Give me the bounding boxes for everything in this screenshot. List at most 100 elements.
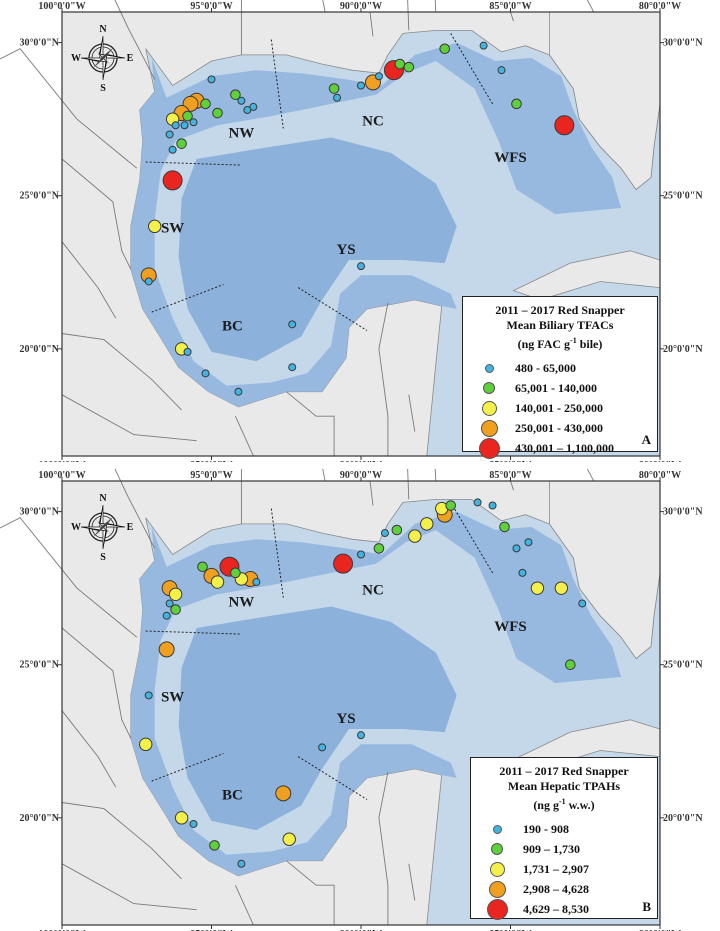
legend-title-line-2: Mean Hepatic TPAHs (507, 779, 621, 793)
station-marker (170, 604, 181, 615)
x-tick-label-top: 100°0'0"W (38, 470, 85, 481)
political-border (234, 885, 254, 926)
station-marker (403, 61, 415, 73)
legend-bin-label: 1,731 – 2,907 (523, 861, 589, 876)
station-marker (565, 659, 576, 671)
legend-row: 1,731 – 2,907 (471, 859, 657, 879)
legend-unit: (ng FAC g-1 bile) (463, 333, 657, 352)
compass-minor-point (103, 525, 113, 537)
station-marker (445, 500, 457, 511)
station-marker (333, 553, 354, 574)
station-marker (162, 611, 171, 620)
legend-rows: 480 - 65,000 65,001 - 140,000 140,001 - … (463, 358, 657, 459)
station-marker (288, 363, 297, 372)
political-border (61, 158, 132, 270)
compass-minor-point (93, 48, 105, 58)
station-marker (252, 578, 261, 587)
legend-row: 190 - 908 (471, 819, 657, 839)
station-marker (165, 599, 174, 608)
station-marker (282, 832, 296, 846)
station-marker (420, 517, 434, 531)
station-marker (189, 819, 198, 828)
panel-letter: A (641, 432, 651, 447)
political-border (61, 333, 182, 411)
station-marker (249, 102, 258, 111)
x-tick-label-bottom: 100°0'0"W (38, 929, 85, 931)
compass-minor-point (103, 48, 113, 58)
x-tick-label-bottom: 100°0'0"W (38, 460, 85, 462)
legend-row: 65,001 - 140,000 (463, 378, 657, 398)
station-marker (168, 145, 177, 154)
y-tick-label-right: 20°0'0"N (663, 344, 703, 355)
legend-symbol (463, 437, 515, 459)
florida-land (549, 480, 661, 660)
legend-unit-sup: -1 (570, 336, 577, 345)
florida-land (549, 11, 661, 191)
x-tick-label-top: 95°0'0"W (190, 470, 232, 481)
legend-a: 2011 – 2017 Red Snapper Mean Biliary TFA… (462, 296, 658, 459)
political-border (114, 0, 156, 80)
y-tick-label-right: 20°0'0"N (663, 813, 703, 824)
legend-symbol (463, 363, 515, 373)
station-marker (357, 262, 365, 271)
station-marker (357, 81, 365, 90)
x-tick-label-bottom: 80°0'0"W (639, 929, 681, 931)
region-label-bc: BC (222, 318, 243, 334)
station-marker (182, 110, 193, 122)
compass-n-label: N (99, 24, 107, 35)
x-tick-label-bottom: 85°0'0"W (489, 460, 531, 462)
compass-minor-point (93, 56, 105, 68)
region-label-nw: NW (228, 126, 254, 142)
legend-title-line-2: Mean Biliary TFACs (506, 318, 614, 332)
legend-b: 2011 – 2017 Red Snapper Mean Hepatic TPA… (470, 757, 658, 920)
continental-slope (130, 511, 622, 876)
legend-unit: (ng g-1 w.w.) (471, 794, 657, 813)
legend-row: 4,629 – 8,530 (471, 898, 657, 920)
legend-row: 909 – 1,730 (471, 839, 657, 859)
compass-w-label: W (71, 53, 81, 64)
station-marker (357, 550, 365, 559)
station-marker (197, 561, 208, 573)
legend-bin-label: 4,629 – 8,530 (523, 901, 589, 916)
station-marker (200, 98, 211, 110)
compass-minor-point (93, 525, 105, 537)
compass-e-label: E (127, 53, 134, 64)
legend-dot-bin3 (489, 861, 505, 877)
x-tick-label-bottom: 95°0'0"W (190, 460, 232, 462)
legend-dot-bin5 (486, 898, 508, 920)
y-tick-label-left: 25°0'0"N (19, 660, 59, 671)
station-marker (524, 538, 533, 547)
station-marker (391, 524, 403, 536)
station-marker (357, 731, 365, 740)
legend-unit-pre: (ng FAC g (517, 337, 571, 351)
legend-row: 250,001 - 430,000 (463, 418, 657, 438)
station-marker (209, 840, 220, 851)
legend-bin-label: 2,908 – 4,628 (523, 881, 589, 896)
station-marker (230, 567, 241, 579)
political-border (61, 802, 182, 880)
political-border (407, 0, 410, 31)
legend-dot-bin3 (481, 400, 497, 416)
legend-bin-label: 480 - 65,000 (515, 360, 576, 375)
legend-bin-label: 250,001 - 430,000 (515, 420, 603, 435)
political-border (61, 627, 132, 739)
station-marker (144, 277, 153, 286)
map-svg: 100°0'0"W 100°0'0"W 95°0'0"W 95°0'0"W 90°0'0… (0, 469, 703, 931)
station-marker (230, 89, 241, 100)
legend-bin-label: 909 – 1,730 (523, 841, 580, 856)
compass-s-label: S (100, 83, 106, 94)
legend-unit-post: bile) (576, 337, 603, 351)
region-label-wfs: WFS (494, 619, 527, 635)
y-tick-label-right: 25°0'0"N (663, 660, 703, 671)
station-marker (162, 170, 183, 191)
x-tick-label-top: 90°0'0"W (340, 1, 382, 12)
station-marker (210, 575, 225, 589)
station-marker (530, 581, 545, 595)
station-marker (212, 107, 223, 119)
compass-s-label: S (100, 552, 106, 563)
station-marker (183, 347, 192, 356)
legend-row: 480 - 65,000 (463, 358, 657, 378)
station-marker (374, 72, 383, 81)
region-label-nc: NC (362, 582, 384, 598)
x-tick-label-top: 95°0'0"W (190, 1, 232, 12)
